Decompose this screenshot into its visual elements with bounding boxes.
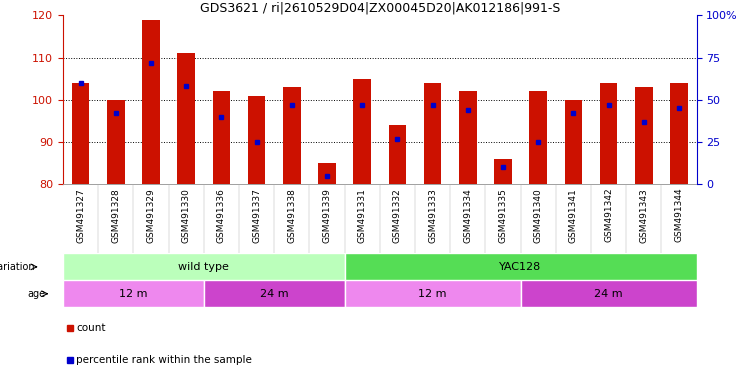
Bar [72, 83, 90, 184]
Text: GSM491338: GSM491338 [288, 188, 296, 243]
Text: GSM491335: GSM491335 [499, 188, 508, 243]
Bar [459, 91, 476, 184]
Text: GSM491340: GSM491340 [534, 188, 542, 243]
Text: GSM491343: GSM491343 [639, 188, 648, 243]
Bar [204, 280, 345, 307]
Text: count: count [76, 323, 106, 333]
Text: genotype/variation: genotype/variation [0, 262, 35, 272]
Bar [345, 280, 520, 307]
Text: wild type: wild type [179, 262, 229, 272]
Bar [520, 280, 697, 307]
Text: YAC128: YAC128 [499, 262, 542, 272]
Text: age: age [27, 289, 45, 299]
Text: GSM491333: GSM491333 [428, 188, 437, 243]
Text: 12 m: 12 m [119, 289, 147, 299]
Bar [63, 253, 345, 280]
Bar [318, 163, 336, 184]
Text: GSM491328: GSM491328 [111, 188, 120, 243]
Title: GDS3621 / ri|2610529D04|ZX00045D20|AK012186|991-S: GDS3621 / ri|2610529D04|ZX00045D20|AK012… [199, 1, 560, 14]
Text: GSM491344: GSM491344 [674, 188, 683, 242]
Text: GSM491342: GSM491342 [604, 188, 613, 242]
Bar [107, 100, 124, 184]
Text: GSM491332: GSM491332 [393, 188, 402, 243]
Text: GSM491336: GSM491336 [217, 188, 226, 243]
Bar [670, 83, 688, 184]
Bar [635, 87, 653, 184]
Bar [177, 53, 195, 184]
Bar [565, 100, 582, 184]
Text: 12 m: 12 m [419, 289, 447, 299]
Text: GSM491331: GSM491331 [358, 188, 367, 243]
Text: GSM491337: GSM491337 [252, 188, 261, 243]
Text: percentile rank within the sample: percentile rank within the sample [76, 355, 252, 365]
Bar [599, 83, 617, 184]
Text: 24 m: 24 m [594, 289, 623, 299]
Bar [424, 83, 442, 184]
Text: GSM491339: GSM491339 [322, 188, 331, 243]
Bar [63, 280, 204, 307]
Text: GSM491330: GSM491330 [182, 188, 190, 243]
Text: GSM491327: GSM491327 [76, 188, 85, 243]
Bar [283, 87, 301, 184]
Bar [353, 79, 371, 184]
Bar [142, 20, 160, 184]
Text: GSM491329: GSM491329 [147, 188, 156, 243]
Bar [494, 159, 512, 184]
Text: 24 m: 24 m [260, 289, 288, 299]
Bar [213, 91, 230, 184]
Text: GSM491334: GSM491334 [463, 188, 472, 243]
Bar [529, 91, 547, 184]
Bar [345, 253, 697, 280]
Text: GSM491341: GSM491341 [569, 188, 578, 243]
Bar [247, 96, 265, 184]
Bar [388, 125, 406, 184]
